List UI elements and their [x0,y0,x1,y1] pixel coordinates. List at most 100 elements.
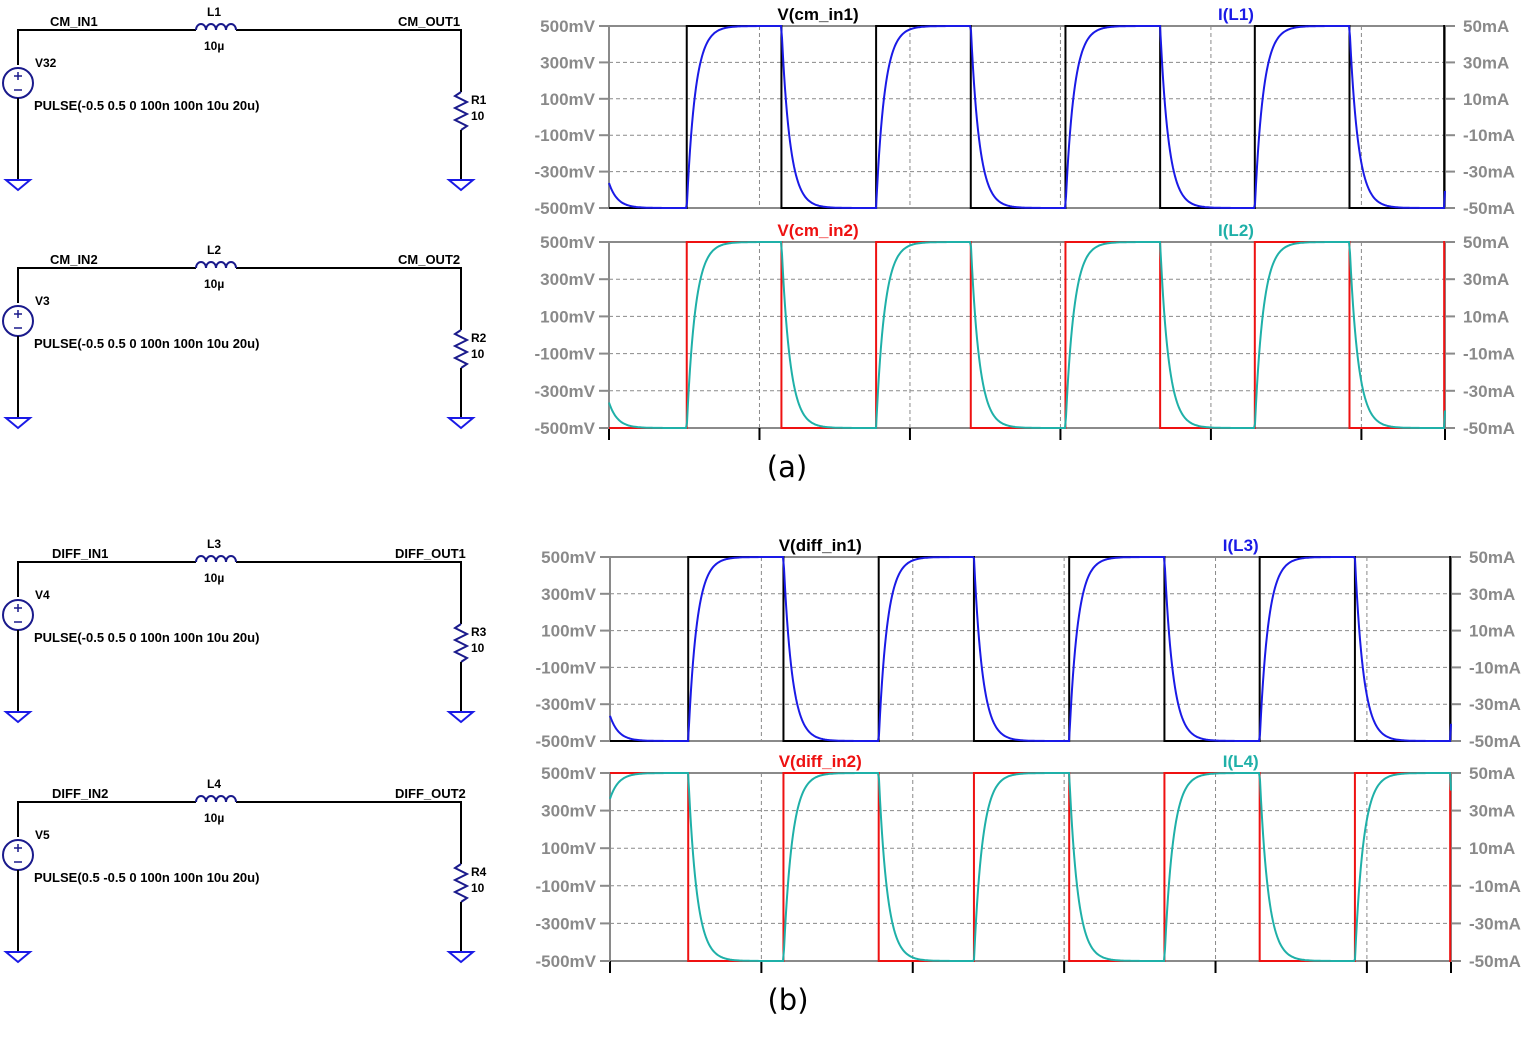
schematic-1: CM_IN1 L1 10µ CM_OUT1 V32 PULSE(-0.5 0.5 0 10… [2,5,487,192]
y-tick-label-left: 100mV [540,307,595,326]
net-label-out: DIFF_OUT1 [395,546,466,561]
y-tick-label-right: -50mA [1469,732,1521,751]
trace-label-current: I(L4) [1223,752,1259,771]
y-tick-label-left: -300mV [536,914,597,933]
wire-top-right [236,267,462,330]
wire-top-right [236,29,462,92]
source-label: V3 [35,294,50,308]
ground-icon [3,951,33,964]
ground-icon [446,951,476,964]
plots-group: 500mV 300mV 100mV -100mV -300mV -500mV 50mA 30m… [535,5,1521,973]
net-label-out: CM_OUT2 [398,252,460,267]
trace-label-current: I(L2) [1218,221,1254,240]
trace-current [609,772,1452,962]
inductor-symbol-icon [195,555,237,563]
ground-icon [3,179,33,192]
caption-a: (a) [767,450,807,484]
y-tick-label-left: 100mV [541,622,596,641]
inductor-value: 10µ [204,39,224,53]
y-tick-label-right: -10mA [1469,877,1521,896]
y-tick-label-right: -30mA [1463,163,1515,182]
y-tick-label-right: -30mA [1463,382,1515,401]
y-tick-label-right: 10mA [1463,307,1509,326]
inductor-label: L2 [207,243,221,257]
inductor-value: 10µ [204,571,224,585]
trace-current [608,25,1446,209]
resistor-label: R3 [471,625,487,639]
y-tick-label-left: -300mV [535,382,596,401]
wire-top-right [236,801,462,864]
source-label: V5 [35,828,50,842]
trace-label-voltage: V(cm_in1) [777,5,858,24]
y-tick-label-left: -500mV [536,732,597,751]
trace-label-current: I(L3) [1223,536,1259,555]
resistor-label: R1 [471,93,487,107]
y-tick-label-right: 30mA [1469,585,1515,604]
y-tick-label-right: 30mA [1463,53,1509,72]
y-tick-label-left: 500mV [540,17,595,36]
wire-top-left [17,801,196,837]
resistor-symbol-icon [452,91,470,131]
inductor-symbol-icon [195,795,237,803]
y-tick-label-right: 50mA [1463,17,1509,36]
resistor-symbol-icon [452,329,470,369]
y-tick-label-right: -10mA [1463,345,1515,364]
y-tick-label-left: 300mV [541,802,596,821]
resistor-value: 10 [471,641,485,655]
inductor-symbol-icon [195,261,237,269]
y-tick-label-right: -30mA [1469,695,1521,714]
inductor-value: 10µ [204,277,224,291]
inductor-label: L3 [207,537,221,551]
resistor-value: 10 [471,109,485,123]
y-tick-label-left: -500mV [535,419,596,438]
y-tick-label-left: 500mV [540,233,595,252]
schematic-3: DIFF_IN1 L3 10µ DIFF_OUT1 V4 PULSE(-0.5 0.5 0… [2,537,487,724]
y-tick-label-left: -500mV [536,952,597,971]
net-label-in: DIFF_IN2 [52,786,108,801]
pulse-spec: PULSE(0.5 -0.5 0 100n 100n 10u 20u) [34,870,259,885]
trace-label-current: I(L1) [1218,5,1254,24]
ground-icon [3,711,33,724]
trace-current [609,556,1452,742]
y-tick-label-left: -300mV [536,695,597,714]
source-label: V32 [35,56,57,70]
y-tick-label-left: 500mV [541,548,596,567]
y-tick-label-left: -500mV [535,199,596,218]
trace-current [608,241,1446,429]
y-tick-label-right: 10mA [1469,622,1515,641]
y-tick-label-right: 50mA [1469,548,1515,567]
y-tick-label-left: 300mV [540,270,595,289]
pulse-spec: PULSE(-0.5 0.5 0 100n 100n 10u 20u) [34,630,259,645]
source-polarity-icon [14,310,22,329]
y-tick-label-right: 50mA [1469,764,1515,783]
waveform-pane-3: 500mV 300mV 100mV -100mV -300mV -500mV 50mA 30m… [536,536,1521,751]
caption-b: (b) [767,983,808,1017]
waveform-pane-1: 500mV 300mV 100mV -100mV -300mV -500mV 50mA 30m… [535,5,1515,218]
resistor-label: R4 [471,865,487,879]
y-tick-label-right: 10mA [1463,90,1509,109]
resistor-symbol-icon [452,623,470,663]
schematic-2: CM_IN2 L2 10µ CM_OUT2 V3 PULSE(-0.5 0.5 0 100… [2,243,487,430]
waveform-pane-4: 500mV 300mV 100mV -100mV -300mV -500mV 50mA 30m… [536,752,1521,973]
resistor-label: R2 [471,331,487,345]
ground-icon [446,711,476,724]
y-tick-label-left: 500mV [541,764,596,783]
y-tick-label-right: 10mA [1469,839,1515,858]
inductor-label: L4 [207,777,221,791]
y-tick-label-left: 100mV [540,90,595,109]
y-tick-label-right: -30mA [1469,914,1521,933]
y-tick-label-left: -100mV [535,126,596,145]
resistor-value: 10 [471,347,485,361]
y-tick-label-left: -300mV [535,163,596,182]
source-label: V4 [35,588,50,602]
y-tick-label-right: 50mA [1463,233,1509,252]
trace-label-voltage: V(cm_in2) [777,221,858,240]
ground-icon [446,417,476,430]
resistor-symbol-icon [452,863,470,903]
schematic-4: DIFF_IN2 L4 10µ DIFF_OUT2 V5 PULSE(0.5 -0.5 0… [2,777,487,964]
inductor-label: L1 [207,5,221,19]
wire-top-left [17,29,196,65]
waveform-pane-2: 500mV 300mV 100mV -100mV -300mV -500mV 50mA 30m… [535,221,1515,440]
net-label-in: DIFF_IN1 [52,546,108,561]
